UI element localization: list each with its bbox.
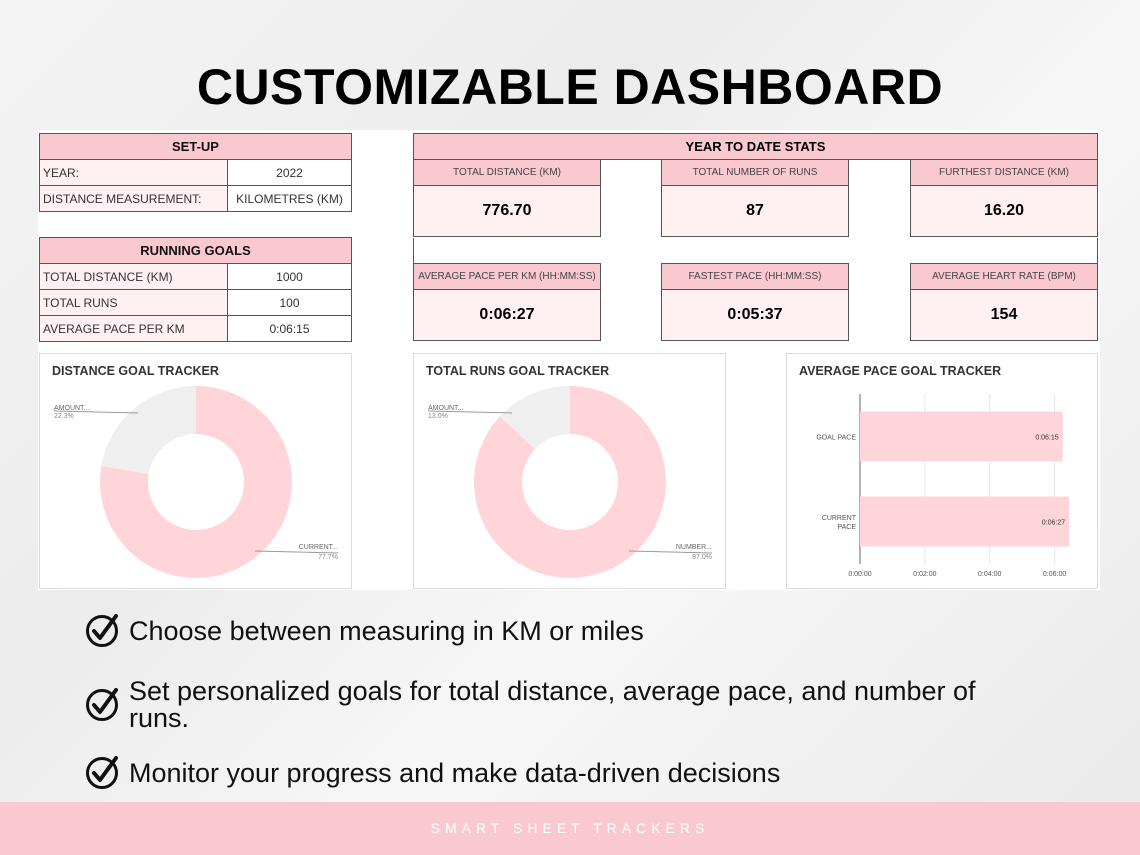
- check-circle-icon: [86, 756, 118, 789]
- bar-current-pace: [860, 496, 1070, 547]
- stat-average-pace-value: 0:06:27: [413, 289, 601, 341]
- slice-label: CURRENT...: [299, 544, 338, 551]
- setup-distance-measurement-label: DISTANCE MEASUREMENT:: [39, 185, 228, 212]
- distance-goal-title: DISTANCE GOAL TRACKER: [52, 364, 219, 378]
- total-runs-goal-card: TOTAL RUNS GOAL TRACKER AMOUNT... 13.0% NU…: [413, 353, 726, 589]
- goal-total-distance-label: TOTAL DISTANCE (KM): [39, 263, 228, 290]
- distance-slice-current: [99, 386, 292, 578]
- slice-pct-label: 22.3%: [54, 413, 74, 420]
- y-category-label: GOAL PACE: [816, 435, 856, 442]
- feature-text: Set personalized goals for total distanc…: [129, 676, 976, 733]
- brand-footer: SMART SHEET TRACKERS: [0, 802, 1140, 855]
- distance-slice-amount: [101, 386, 196, 474]
- goal-average-pace-value[interactable]: 0:06:15: [227, 315, 352, 342]
- goal-average-pace-label: AVERAGE PACE PER KM: [39, 315, 228, 342]
- stat-total-runs-value: 87: [661, 185, 849, 237]
- bar-value-label: 0:06:15: [1035, 435, 1058, 442]
- x-tick-label: 0:02:00: [913, 571, 936, 578]
- slice-pct-label: 87.0%: [692, 554, 712, 561]
- stat-total-distance-value: 776.70: [413, 185, 601, 237]
- setup-title: SET-UP: [39, 133, 352, 160]
- runs-slice-number: [473, 386, 666, 578]
- slice-pct-label: 13.0%: [428, 413, 448, 420]
- leader-line: [427, 410, 513, 414]
- slice-label: AMOUNT...: [54, 405, 89, 412]
- goal-total-distance-value[interactable]: 1000: [227, 263, 352, 290]
- feature-text: Monitor your progress and make data-driv…: [129, 758, 781, 788]
- ytd-stats-title: YEAR TO DATE STATS: [413, 133, 1098, 160]
- average-pace-goal-card: AVERAGE PACE GOAL TRACKER 0:00:00 0:02:00…: [786, 353, 1098, 589]
- running-goals-title: RUNNING GOALS: [39, 237, 352, 264]
- ytd-spacer-band: [413, 238, 1098, 264]
- check-circle-icon: [86, 614, 118, 647]
- leader-line: [53, 410, 139, 414]
- x-tick-label: 0:00:00: [848, 571, 871, 578]
- bar-goal-pace: [860, 411, 1063, 462]
- slice-label: NUMBER...: [676, 544, 712, 551]
- page-headline: CUSTOMIZABLE DASHBOARD: [196, 59, 944, 115]
- setup-table: SET-UP YEAR: 2022 DISTANCE MEASUREMENT: …: [39, 133, 352, 212]
- setup-year-value[interactable]: 2022: [227, 159, 352, 186]
- average-pace-bar-chart: 0:00:00 0:02:00 0:04:00 0:06:00 0:06:15 GOAL …: [816, 394, 1070, 578]
- stat-fastest-pace-value: 0:05:37: [661, 289, 849, 341]
- distance-goal-donut: AMOUNT...22.3% CURRENT... 77.7%: [53, 386, 339, 578]
- goal-total-runs-label: TOTAL RUNS: [39, 289, 228, 316]
- x-tick-label: 0:04:00: [978, 571, 1001, 578]
- stat-furthest-distance-value: 16.20: [910, 185, 1098, 237]
- setup-distance-measurement-value[interactable]: KILOMETRES (KM): [227, 185, 352, 212]
- stat-total-runs-label: TOTAL NUMBER OF RUNS: [661, 159, 849, 186]
- y-category-label: CURRENT: [822, 515, 857, 522]
- stat-average-pace-label: AVERAGE PACE PER KM (HH:MM:SS): [413, 263, 601, 290]
- average-pace-goal-title: AVERAGE PACE GOAL TRACKER: [799, 364, 1002, 378]
- distance-goal-card: DISTANCE GOAL TRACKER AMOUNT... 22.3% CURR…: [39, 353, 352, 589]
- running-goals-table: RUNNING GOALS TOTAL DISTANCE (KM) 1000 T…: [39, 237, 352, 342]
- bar-value-label: 0:06:27: [1042, 520, 1065, 527]
- setup-year-label: YEAR:: [39, 159, 228, 186]
- stat-total-distance-label: TOTAL DISTANCE (KM): [413, 159, 601, 186]
- stat-fastest-pace-label: FASTEST PACE (HH:MM:SS): [661, 263, 849, 290]
- ytd-stats-panel: YEAR TO DATE STATS TOTAL DISTANCE (KM) 7…: [413, 133, 1098, 342]
- y-category-label: PACE: [837, 524, 856, 531]
- total-runs-goal-donut: AMOUNT...13.0% NUMBER... 87.0%: [427, 386, 713, 578]
- stat-average-heart-rate-value: 154: [910, 289, 1098, 341]
- goal-total-runs-value[interactable]: 100: [227, 289, 352, 316]
- feature-text: Choose between measuring in KM or miles: [129, 616, 644, 646]
- x-tick-label: 0:06:00: [1043, 571, 1066, 578]
- runs-slice-amount: [500, 386, 570, 450]
- stat-average-heart-rate-label: AVERAGE HEART RATE (BPM): [910, 263, 1098, 290]
- leader-line: [628, 550, 713, 554]
- total-runs-goal-title: TOTAL RUNS GOAL TRACKER: [426, 364, 610, 378]
- slice-label: AMOUNT...: [428, 405, 463, 412]
- stat-furthest-distance-label: FURTHEST DISTANCE (KM): [910, 159, 1098, 186]
- slice-pct-label: 77.7%: [318, 554, 338, 561]
- check-circle-icon: [86, 688, 118, 721]
- leader-line: [254, 550, 339, 554]
